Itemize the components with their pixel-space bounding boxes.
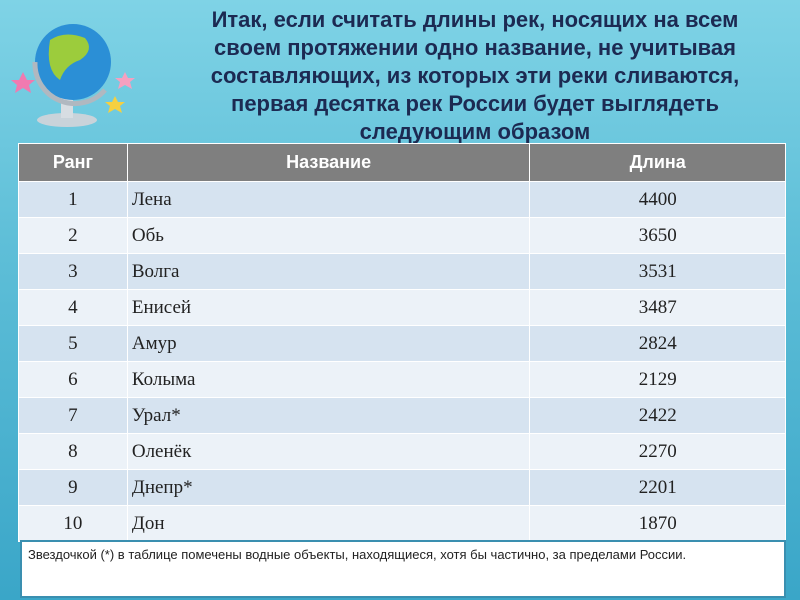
table-cell: 2270 (529, 433, 786, 470)
table-cell: 9 (18, 469, 128, 506)
table-cell: 2 (18, 217, 128, 254)
table-row: 10 Дон 1870 (18, 505, 786, 542)
table-cell: 2824 (529, 325, 786, 362)
footnote: Звездочкой (*) в таблице помечены водные… (20, 540, 786, 598)
table-cell: Амур (126, 325, 531, 362)
table-row: 3 Волга 3531 (18, 253, 786, 290)
table-cell: Обь (126, 217, 531, 254)
table-cell: Лена (126, 181, 531, 218)
title-line: первая десятка рек России будет выглядет… (231, 91, 719, 116)
title: Итак, если считать длины рек, носящих на… (150, 6, 800, 143)
table-cell: 5 (18, 325, 128, 362)
table-cell: 3487 (529, 289, 786, 326)
table-cell: 6 (18, 361, 128, 398)
table-row: 4 Енисей 3487 (18, 289, 786, 326)
title-line: своем протяжении одно название, не учиты… (214, 35, 736, 60)
table-cell: 7 (18, 397, 128, 434)
table-cell: 2129 (529, 361, 786, 398)
table-cell: Урал* (126, 397, 531, 434)
table-cell: 3650 (529, 217, 786, 254)
table-cell: 10 (18, 505, 128, 542)
table-cell: 3 (18, 253, 128, 290)
table-cell: Волга (126, 253, 531, 290)
table-cell: 3531 (529, 253, 786, 290)
column-header: Название (126, 143, 531, 182)
title-line: следующим образом (359, 119, 591, 143)
table-cell: Оленёк (126, 433, 531, 470)
table-cell: 8 (18, 433, 128, 470)
table-cell: Днепр* (126, 469, 531, 506)
title-line: составляющих, из которых эти реки сливаю… (210, 63, 740, 88)
column-header: Длина (529, 143, 786, 182)
table-cell: 4 (18, 289, 128, 326)
column-header: Ранг (18, 143, 128, 182)
table-row: 7 Урал* 2422 (18, 397, 786, 434)
table-cell: 1870 (529, 505, 786, 542)
table-row: 8 Оленёк 2270 (18, 433, 786, 470)
table-row: 2 Обь 3650 (18, 217, 786, 254)
table-cell: Дон (126, 505, 531, 542)
table-cell: Енисей (126, 289, 531, 326)
table-cell: 1 (18, 181, 128, 218)
table-cell: 4400 (529, 181, 786, 218)
table-cell: 2422 (529, 397, 786, 434)
table-row: 6 Колыма 2129 (18, 361, 786, 398)
table-cell: Колыма (126, 361, 531, 398)
table-cell: 2201 (529, 469, 786, 506)
table-row: 9 Днепр* 2201 (18, 469, 786, 506)
title-line: Итак, если считать длины рек, носящих на… (211, 7, 739, 32)
table-row: 5 Амур 2824 (18, 325, 786, 362)
rivers-table: Ранг Название Длина 1 Лена 4400 2 Обь 3650 3 Волга… (18, 143, 786, 542)
table-row: 1 Лена 4400 (18, 181, 786, 218)
globe-icon (11, 24, 135, 127)
